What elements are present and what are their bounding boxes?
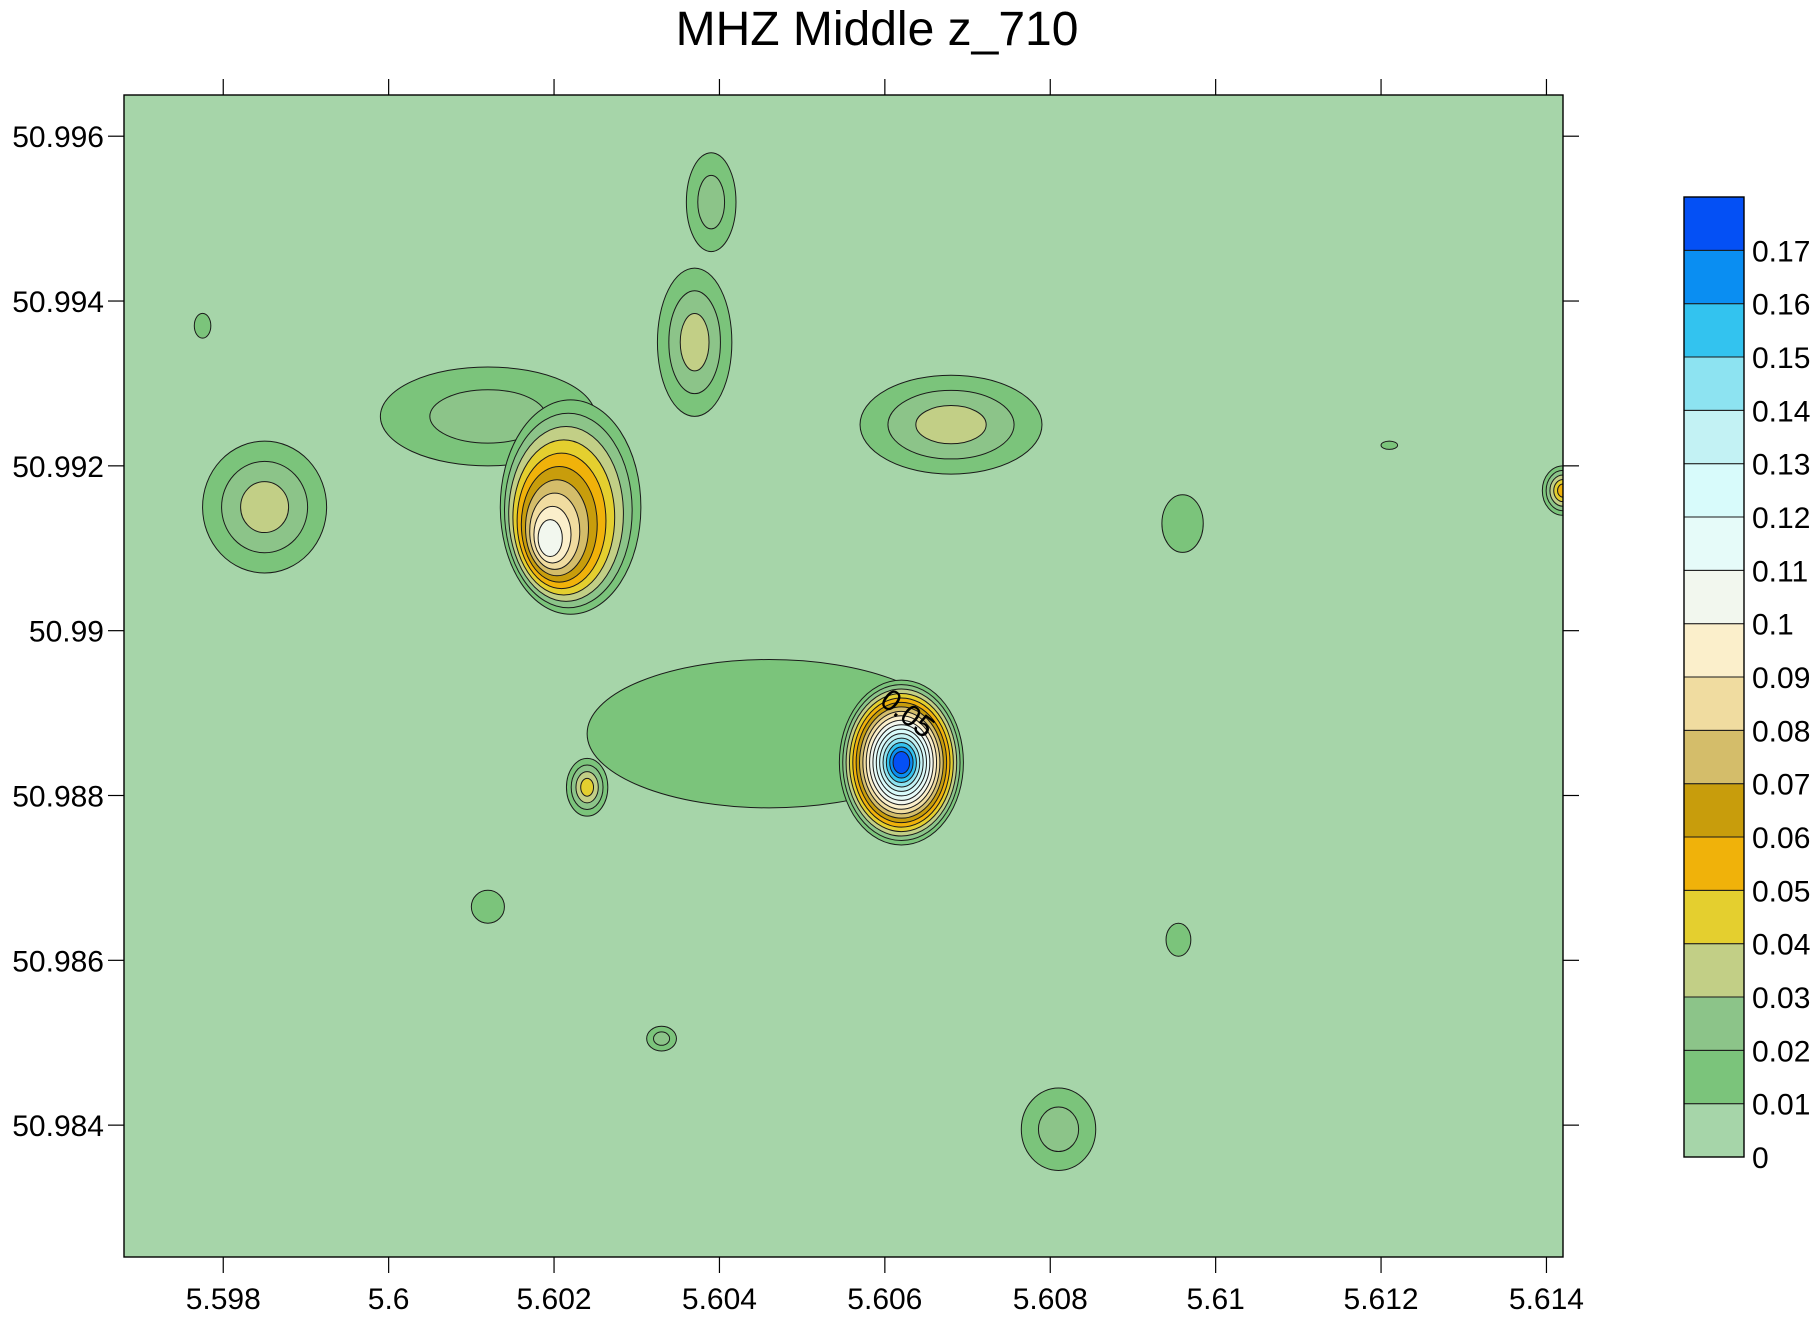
contour-band <box>653 1031 671 1046</box>
x-tick-label: 5.61 <box>1186 1283 1244 1316</box>
colorbar-swatch <box>1683 1049 1745 1105</box>
y-tick-label: 50.988 <box>12 780 104 813</box>
colorbar-label: 0 <box>1752 1142 1769 1175</box>
colorbar-swatch <box>1683 729 1745 785</box>
contour-band <box>1557 483 1563 498</box>
colorbar-label: 0.06 <box>1752 822 1810 855</box>
y-tick-label: 50.994 <box>12 286 104 319</box>
colorbar-label: 0.07 <box>1752 769 1810 802</box>
x-tick-label: 5.6 <box>368 1283 410 1316</box>
colorbar-label: 0.08 <box>1752 715 1810 748</box>
contour-feature <box>646 1025 677 1052</box>
contour-band <box>580 777 595 797</box>
colorbar-swatch <box>1683 409 1745 465</box>
colorbar-swatch <box>1683 356 1745 411</box>
y-axis: 50.996 50.994 50.992 50.99 50.988 50.986 50.98… <box>12 121 1579 1143</box>
y-tick-label: 50.99 <box>29 616 104 649</box>
contour-band <box>915 405 987 445</box>
colorbar-label: 0.16 <box>1752 289 1810 322</box>
colorbar-swatch <box>1683 1103 1745 1158</box>
contour-band <box>1161 494 1204 553</box>
contour-feature <box>499 399 642 615</box>
colorbar-label: 0.13 <box>1752 449 1810 482</box>
colorbar-label: 0.14 <box>1752 395 1810 428</box>
colorbar-swatch <box>1683 516 1745 571</box>
contour-features <box>193 152 1563 1171</box>
contour-feature <box>193 312 212 339</box>
contour-band <box>892 750 911 775</box>
contour-feature <box>1380 440 1399 450</box>
contour-band <box>1165 922 1192 957</box>
y-tick-label: 50.984 <box>12 1110 104 1143</box>
colorbar-swatch <box>1683 996 1745 1051</box>
colorbar-swatch <box>1683 249 1745 305</box>
x-tick-label: 5.598 <box>186 1283 261 1316</box>
colorbar-swatch <box>1683 463 1745 518</box>
x-tick-label: 5.608 <box>1013 1283 1088 1316</box>
contour-band <box>537 519 563 558</box>
colorbar-label: 0.17 <box>1752 235 1810 268</box>
colorbar-swatch <box>1683 943 1745 998</box>
colorbar-swatch <box>1683 676 1745 731</box>
colorbar-label: 0.03 <box>1752 982 1810 1015</box>
contour-feature <box>685 152 737 253</box>
colorbar-swatch <box>1683 836 1745 891</box>
colorbar-label: 0.12 <box>1752 502 1810 535</box>
contour-band <box>470 889 505 924</box>
x-tick-label: 5.604 <box>682 1283 757 1316</box>
chart-title: MHZ Middle z_710 <box>676 3 1079 56</box>
colorbar-swatch <box>1683 783 1745 838</box>
x-tick-label: 5.606 <box>847 1283 922 1316</box>
colorbar-label: 0.09 <box>1752 662 1810 695</box>
colorbar-label: 0.02 <box>1752 1035 1810 1068</box>
contour-feature <box>202 440 328 574</box>
colorbar-label: 0.15 <box>1752 342 1810 375</box>
contour-band <box>1380 440 1399 450</box>
colorbar-label: 0.11 <box>1752 555 1808 588</box>
contour-feature <box>656 267 733 417</box>
contour-feature <box>565 757 609 817</box>
x-tick-label: 5.612 <box>1344 1283 1419 1316</box>
x-tick-label: 5.602 <box>517 1283 592 1316</box>
colorbar-label: 0.04 <box>1752 929 1810 962</box>
contour-band <box>679 313 710 372</box>
contour-band <box>193 312 212 339</box>
contour-feature <box>1020 1087 1097 1171</box>
contour-band <box>697 174 726 230</box>
contour-band <box>1037 1106 1080 1153</box>
colorbar-frame <box>1683 196 1745 1158</box>
colorbar-label: 0.05 <box>1752 875 1810 908</box>
colorbar-swatch <box>1683 303 1745 358</box>
x-axis: 5.598 5.6 5.602 5.604 5.606 5.608 5.61 5.612 5.6… <box>186 79 1584 1316</box>
colorbar-swatch <box>1683 623 1745 678</box>
colorbar-label: 0.01 <box>1752 1089 1810 1122</box>
x-tick-label: 5.614 <box>1509 1283 1584 1316</box>
colorbar-swatch <box>1683 196 1745 251</box>
contour-feature <box>1161 494 1204 553</box>
plot-frame <box>123 94 1564 1258</box>
contour-feature <box>859 374 1043 475</box>
colorbar-swatch <box>1683 569 1745 625</box>
y-tick-label: 50.996 <box>12 121 104 154</box>
contour-band <box>240 481 290 534</box>
y-tick-label: 50.992 <box>12 451 104 484</box>
y-tick-label: 50.986 <box>12 945 104 978</box>
contour-feature <box>470 889 505 924</box>
contour-feature <box>1165 922 1192 957</box>
colorbar-label: 0.1 <box>1752 609 1794 642</box>
colorbar-swatch <box>1683 889 1745 945</box>
colorbar: 0 0.01 0.02 0.03 0.04 0.05 0.06 0.07 0.08 0.09 0.1… <box>1683 196 1810 1175</box>
contour-feature <box>838 679 964 846</box>
